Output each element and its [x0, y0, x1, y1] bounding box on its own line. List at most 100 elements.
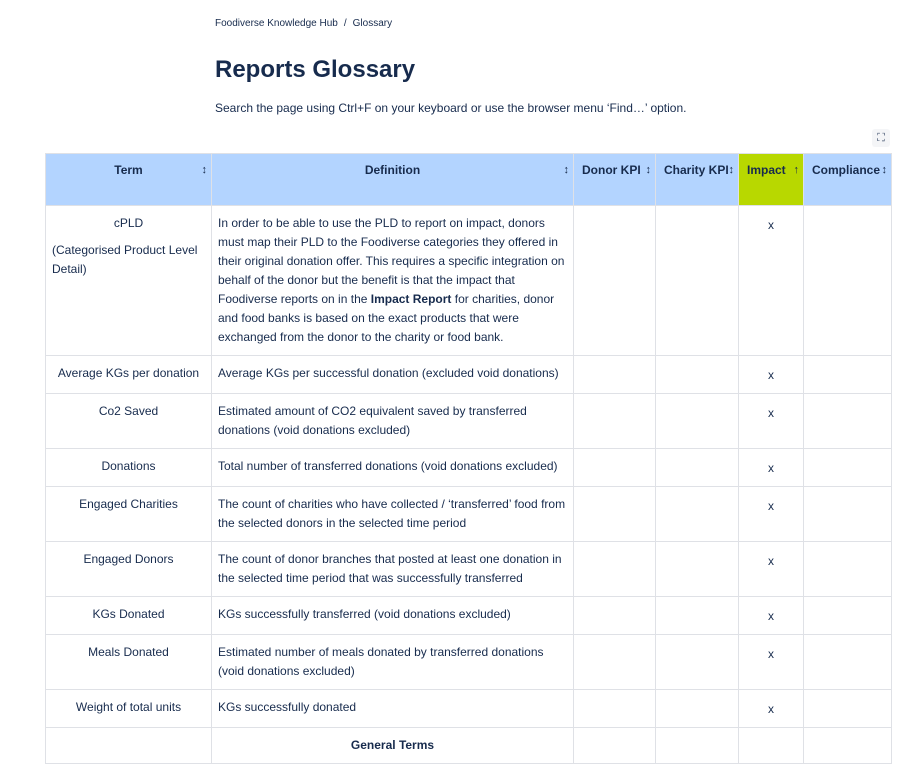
- impact-cell: x: [738, 541, 804, 597]
- breadcrumb-separator: /: [343, 18, 347, 29]
- definition-text: for charities, donor and food banks is b…: [218, 292, 555, 344]
- compliance-cell: [803, 596, 892, 635]
- term-text: Average KGs per donation: [57, 366, 200, 380]
- donor-kpi-cell: [573, 393, 656, 449]
- definition-cell: KGs successfully transferred (void donat…: [211, 596, 574, 635]
- compliance-cell: [803, 541, 892, 597]
- impact-cell: x: [738, 355, 804, 394]
- definition-cell: The count of charities who have collecte…: [211, 486, 574, 542]
- charity-kpi-cell: [655, 486, 739, 542]
- term-text: Meals Donated: [88, 645, 169, 659]
- impact-cell: x: [738, 486, 804, 542]
- donor-kpi-cell: [573, 355, 656, 394]
- definition-text: KGs successfully donated: [218, 700, 357, 714]
- term-cell: Weight of total units: [45, 689, 212, 728]
- term-cell: Average KGs per donation: [45, 355, 212, 394]
- sort-icon[interactable]: ↑: [793, 164, 800, 176]
- term-cell: Co2 Saved: [45, 393, 212, 449]
- table-row: Average KGs per donation Average KGs per …: [45, 355, 892, 394]
- definition-text: Estimated number of meals donated by tra…: [218, 645, 544, 678]
- sort-icon[interactable]: ↕: [728, 164, 735, 176]
- donor-kpi-cell: [573, 205, 656, 356]
- impact-cell: x: [738, 634, 804, 690]
- definition-cell: The count of donor branches that posted …: [211, 541, 574, 597]
- definition-cell: Total number of transferred donations (v…: [211, 448, 574, 487]
- charity-kpi-cell: [655, 393, 739, 449]
- breadcrumb-link-glossary[interactable]: Glossary: [352, 18, 393, 29]
- page-subtitle: Search the page using Ctrl+F on your key…: [215, 101, 687, 115]
- definition-text: KGs successfully transferred (void donat…: [218, 607, 511, 621]
- table-row: Engaged Charities The count of charities …: [45, 486, 892, 542]
- donor-kpi-cell: [573, 541, 656, 597]
- column-header-donor-kpi[interactable]: Donor KPI ↕: [573, 153, 656, 206]
- glossary-table: Term ↕ Definition ↕ Donor KPI ↕ Charity KPI ↕ Im…: [45, 153, 892, 764]
- table-row: Engaged Donors The count of donor branche…: [45, 541, 892, 597]
- compliance-cell: [803, 393, 892, 449]
- sort-icon[interactable]: ↕: [563, 164, 570, 176]
- compliance-cell: [803, 205, 892, 356]
- term-text: Co2 Saved: [98, 404, 159, 418]
- page-title: Reports Glossary: [215, 56, 416, 83]
- term-text: cPLD: [113, 216, 144, 230]
- column-header-compliance[interactable]: Compliance ↕: [803, 153, 892, 206]
- term-text: Engaged Charities: [79, 497, 178, 511]
- definition-text: Total number of transferred donations (v…: [218, 459, 558, 473]
- section-heading: General Terms: [211, 727, 574, 764]
- sort-icon[interactable]: ↕: [881, 164, 888, 176]
- definition-cell: Estimated amount of CO2 equivalent saved…: [211, 393, 574, 449]
- table-row: Donations Total number of transferred don…: [45, 448, 892, 487]
- compliance-cell: [803, 486, 892, 542]
- charity-kpi-cell: [655, 355, 739, 394]
- term-note: (Categorised Product Level Detail): [52, 243, 198, 276]
- impact-report-link: Impact Report: [370, 292, 452, 306]
- term-text: Engaged Donors: [83, 552, 174, 566]
- term-text: KGs Donated: [92, 607, 165, 621]
- column-label: Donor KPI: [582, 163, 641, 177]
- impact-cell: x: [738, 689, 804, 728]
- donor-kpi-cell: [573, 634, 656, 690]
- column-header-definition[interactable]: Definition ↕: [211, 153, 574, 206]
- sort-icon[interactable]: ↕: [645, 164, 652, 176]
- table-row: KGs Donated KGs successfully transferred …: [45, 596, 892, 635]
- impact-cell: x: [738, 596, 804, 635]
- table-row: Meals Donated Estimated number of meals d…: [45, 634, 892, 690]
- term-text: Weight of total units: [75, 700, 182, 714]
- column-label: Term: [114, 163, 143, 177]
- column-label: Compliance: [812, 163, 881, 177]
- charity-kpi-cell: [655, 448, 739, 487]
- donor-kpi-cell: [573, 596, 656, 635]
- definition-cell: KGs successfully donated: [211, 689, 574, 728]
- column-header-impact[interactable]: Impact ↑: [738, 153, 804, 206]
- term-cell: Engaged Charities: [45, 486, 212, 542]
- definition-text: In order to be able to use the PLD to re…: [218, 216, 565, 306]
- definition-text: Average KGs per successful donation (exc…: [218, 366, 559, 380]
- sort-icon[interactable]: ↕: [201, 164, 208, 176]
- table-row: Weight of total units KGs successfully do…: [45, 689, 892, 728]
- impact-cell: x: [738, 448, 804, 487]
- definition-text: The count of charities who have collecte…: [218, 497, 566, 530]
- column-label: Impact: [747, 163, 786, 177]
- charity-kpi-cell: [655, 689, 739, 728]
- expand-table-icon[interactable]: ⛶: [872, 129, 890, 147]
- term-cell: Meals Donated: [45, 634, 212, 690]
- impact-cell: x: [738, 205, 804, 356]
- column-label: Charity KPI: [664, 163, 729, 177]
- charity-kpi-cell: [655, 596, 739, 635]
- term-text: Donations: [101, 459, 156, 473]
- term-cell: Donations: [45, 448, 212, 487]
- charity-kpi-cell: [655, 634, 739, 690]
- breadcrumb-link-hub[interactable]: Foodiverse Knowledge Hub: [215, 18, 338, 29]
- column-header-charity-kpi[interactable]: Charity KPI ↕: [655, 153, 739, 206]
- impact-cell: x: [738, 393, 804, 449]
- term-cell: [45, 727, 212, 764]
- compliance-cell: [803, 634, 892, 690]
- compliance-cell: [803, 448, 892, 487]
- table-row: Co2 Saved Estimated amount of CO2 equival…: [45, 393, 892, 449]
- breadcrumb: Foodiverse Knowledge Hub / Glossary: [215, 18, 398, 29]
- column-header-term[interactable]: Term ↕: [45, 153, 212, 206]
- compliance-cell: [803, 355, 892, 394]
- compliance-cell: [803, 689, 892, 728]
- term-cell: KGs Donated: [45, 596, 212, 635]
- column-label: Definition: [364, 163, 421, 177]
- table-row: cPLD (Categorised Product Level Detail) In…: [45, 205, 892, 356]
